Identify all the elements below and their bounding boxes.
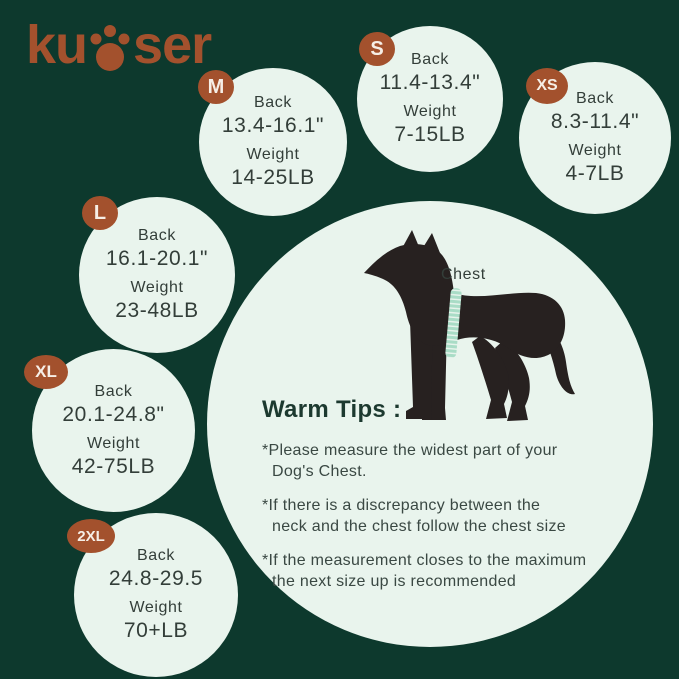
- back-label: Back: [411, 51, 449, 68]
- tip-line: neck and the chest follow the chest size: [272, 518, 566, 535]
- size-badge-xl: XL: [24, 355, 68, 389]
- size-circle-xs: XS Back 8.3-11.4" Weight 4-7LB: [519, 62, 671, 214]
- back-value: 24.8-29.5: [108, 567, 204, 590]
- back-value: 16.1-20.1": [105, 247, 209, 270]
- tip-line: *If there is a discrepancy between the: [262, 497, 541, 514]
- brand-logo-text-post: ser: [133, 15, 212, 75]
- weight-value: 4-7LB: [565, 162, 625, 185]
- weight-label: Weight: [129, 599, 183, 616]
- tip-line: the next size up is recommended: [272, 573, 517, 590]
- weight-value: 14-25LB: [231, 166, 315, 189]
- weight-value: 70+LB: [123, 619, 189, 642]
- tip-line: Dog's Chest.: [272, 463, 367, 480]
- size-badge-2xl: 2XL: [67, 519, 115, 553]
- back-label: Back: [137, 547, 175, 564]
- size-circle-m: M Back 13.4-16.1" Weight 14-25LB: [198, 68, 347, 216]
- back-value: 20.1-24.8": [62, 402, 165, 426]
- back-label: Back: [254, 94, 292, 111]
- back-label: Back: [576, 90, 614, 107]
- measuring-tape-icon: [445, 288, 462, 358]
- dog-silhouette: [364, 230, 575, 421]
- warm-tip-1: *Please measure the widest part of your …: [262, 440, 592, 482]
- brand-logo: ku ser: [26, 15, 212, 75]
- weight-label: Weight: [246, 146, 300, 163]
- weight-value: 7-15LB: [394, 123, 466, 146]
- size-circle-l: L Back 16.1-20.1" Weight 23-48LB: [79, 196, 235, 353]
- tip-line: *If the measurement closes to the maximu…: [262, 552, 587, 569]
- paw-icon: [90, 25, 130, 71]
- tip-line: *Please measure the widest part of your: [262, 442, 558, 459]
- weight-value: 23-48LB: [115, 299, 199, 322]
- size-circle-2xl: 2XL Back 24.8-29.5 Weight 70+LB: [67, 513, 238, 677]
- back-label: Back: [138, 227, 176, 244]
- back-value: 8.3-11.4": [550, 110, 640, 133]
- warm-tips-title: Warm Tips :: [262, 396, 402, 423]
- size-circle-s: S Back 11.4-13.4" Weight 7-15LB: [357, 26, 503, 172]
- back-value: 13.4-16.1": [221, 114, 325, 137]
- chest-label: Chest: [441, 266, 486, 283]
- brand-logo-text-pre: ku: [26, 15, 88, 75]
- size-badge-l: L: [82, 196, 118, 230]
- back-value: 11.4-13.4": [379, 71, 481, 94]
- size-badge-m: M: [198, 70, 234, 104]
- weight-label: Weight: [130, 279, 184, 296]
- back-label: Back: [94, 382, 133, 400]
- warm-tip-3: *If the measurement closes to the maximu…: [262, 550, 592, 592]
- size-circle-xl: XL Back 20.1-24.8" Weight 42-75LB: [24, 349, 195, 512]
- size-badge-xs: XS: [526, 68, 568, 104]
- weight-label: Weight: [403, 103, 457, 120]
- size-badge-s: S: [359, 32, 395, 66]
- weight-label: Weight: [86, 434, 141, 452]
- warm-tips: Warm Tips : *Please measure the widest p…: [262, 396, 592, 605]
- warm-tip-2: *If there is a discrepancy between the n…: [262, 495, 592, 537]
- weight-label: Weight: [568, 142, 622, 159]
- weight-value: 42-75LB: [71, 454, 156, 478]
